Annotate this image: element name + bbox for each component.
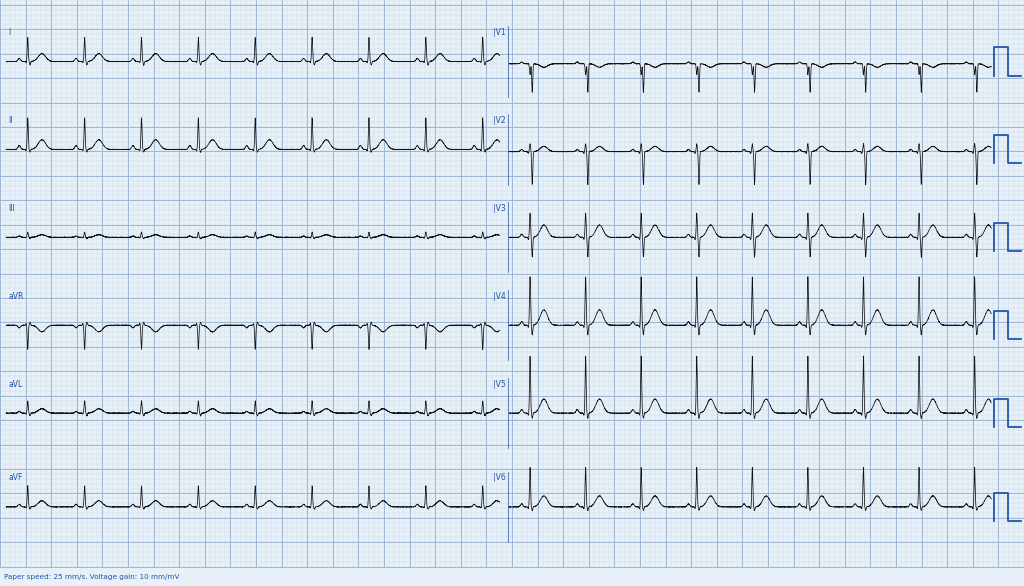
Text: |V1: |V1 [494,28,506,37]
Text: III: III [8,204,15,213]
Text: aVR: aVR [8,292,24,301]
Text: |V3: |V3 [494,204,506,213]
Text: |V5: |V5 [494,380,506,389]
Text: |V4: |V4 [494,292,506,301]
Text: |V2: |V2 [494,116,506,125]
Text: II: II [8,116,12,125]
Text: aVF: aVF [8,473,23,482]
Text: I: I [8,28,10,37]
Text: |V6: |V6 [494,473,506,482]
Text: aVL: aVL [8,380,23,389]
Text: Paper speed: 25 mm/s. Voltage gain: 10 mm/mV: Paper speed: 25 mm/s. Voltage gain: 10 m… [4,574,179,580]
